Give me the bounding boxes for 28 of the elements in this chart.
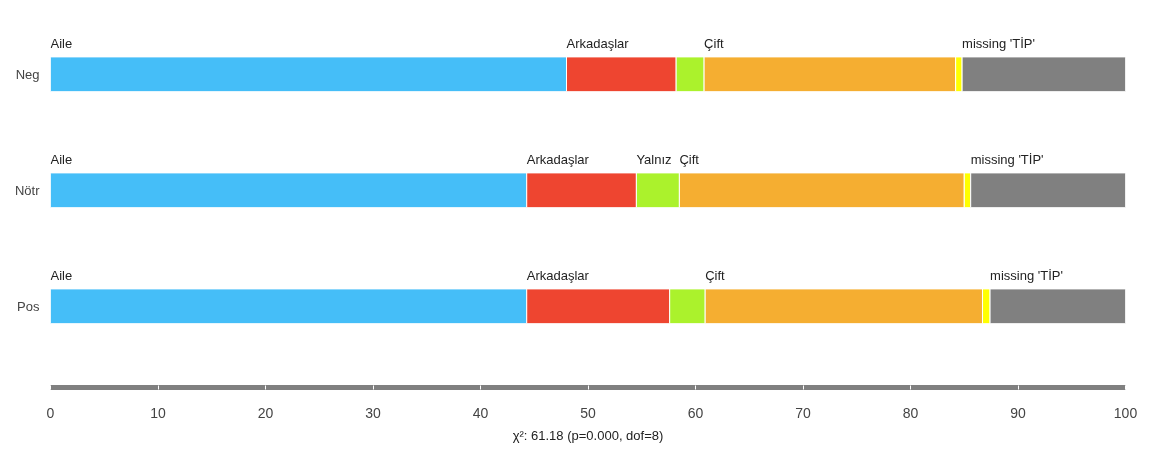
annotation: Arkadaşlar [526, 152, 590, 168]
annotation: Arkadaşlar [566, 36, 630, 52]
x-tick-label: 50 [580, 404, 596, 421]
x-tick-label: 10 [150, 404, 166, 421]
x-tick-label: 40 [472, 404, 489, 421]
annotation: Yalnız [636, 152, 672, 168]
x-tick-label: 20 [257, 404, 274, 421]
x-tick-label: 60 [687, 404, 704, 421]
y-tick-label: Nötr [14, 182, 41, 198]
x-tick-label: 30 [365, 404, 381, 421]
annotation: missing 'TİP' [990, 268, 1063, 284]
annotation: Aile [50, 152, 73, 168]
x-tick-label: 100 [1113, 404, 1138, 421]
annotation: missing 'TİP' [962, 36, 1035, 52]
x-tick-label: 80 [902, 404, 919, 421]
annotation: Çift [679, 152, 700, 168]
x-tick-label: 90 [1010, 404, 1026, 421]
x-tick-label: 0 [46, 404, 55, 421]
annotation: Çift [705, 268, 726, 284]
annotation: Çift [704, 36, 724, 52]
annotation: Aile [50, 268, 73, 284]
x-tick-label: 70 [795, 404, 811, 421]
y-tick-label: Neg [15, 66, 40, 82]
annotation: Arkadaşlar [526, 268, 590, 284]
y-tick-label: Pos [17, 298, 40, 314]
annotation: Aile [50, 36, 73, 52]
text: χ²: 61.18 (p=0.000, dof=8) [512, 427, 664, 443]
annotation: missing 'TİP' [970, 152, 1044, 168]
